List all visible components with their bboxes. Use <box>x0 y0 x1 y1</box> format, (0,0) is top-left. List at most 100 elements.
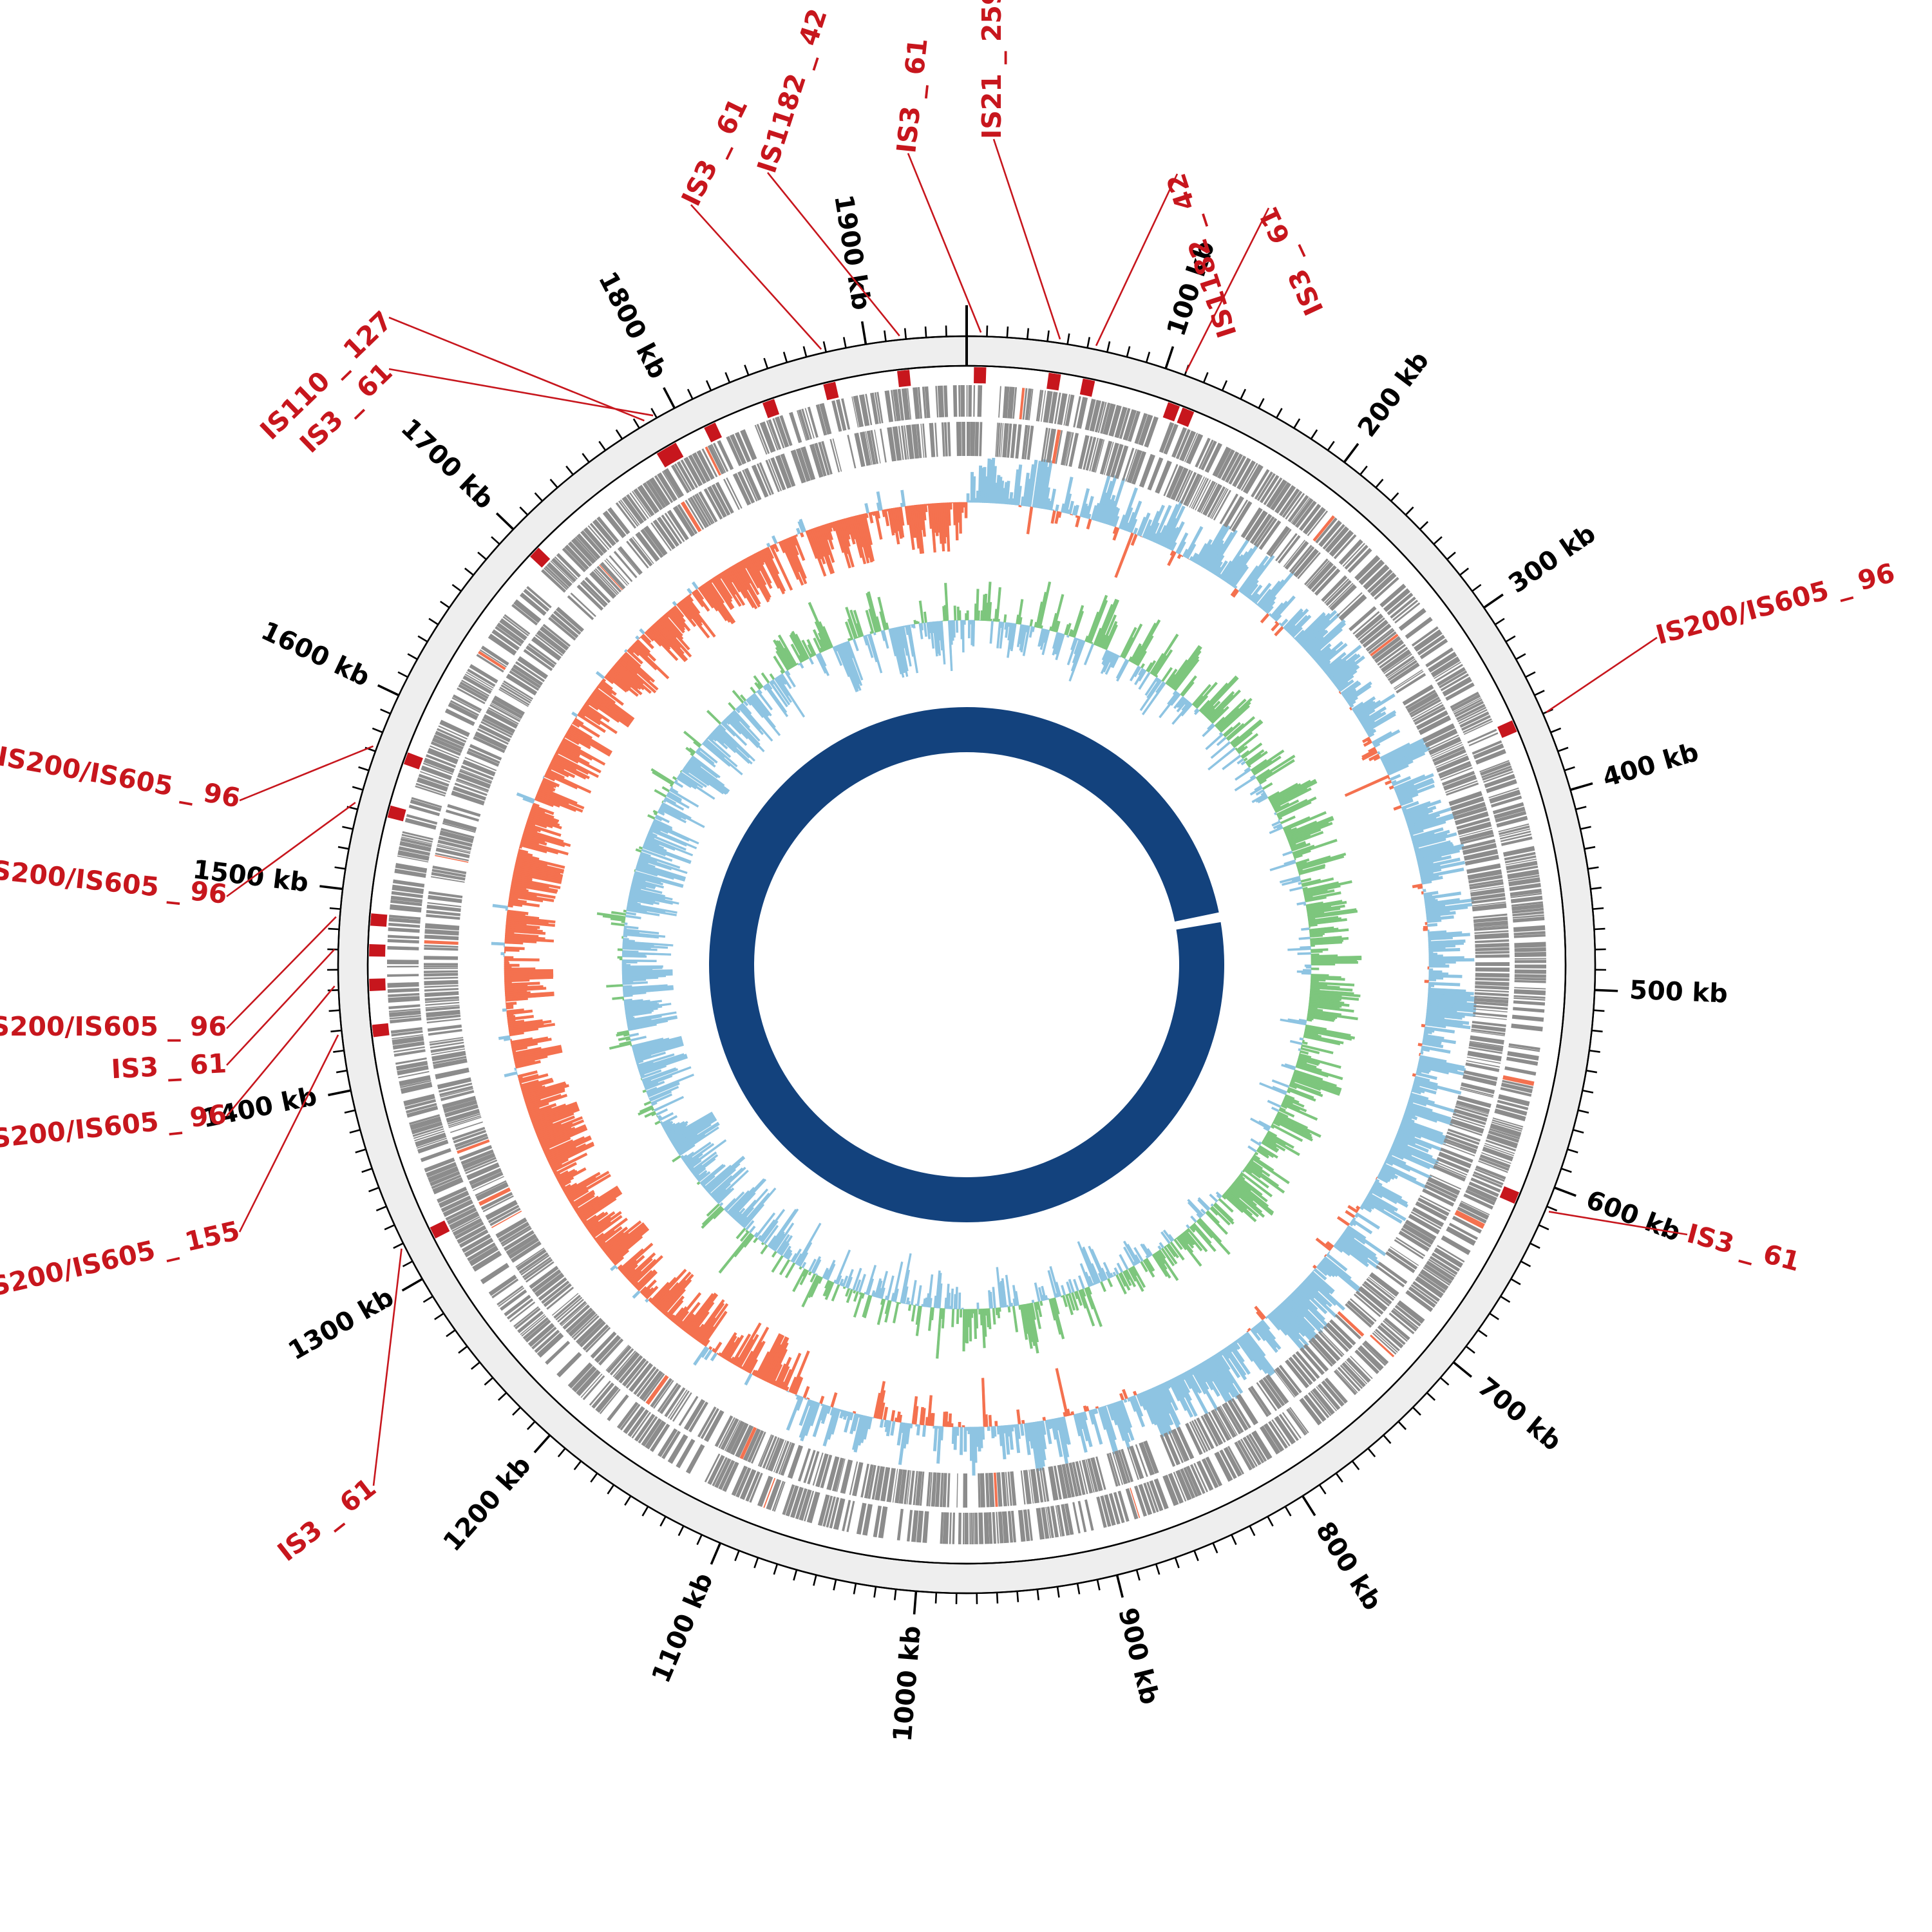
minor-tick <box>1231 1534 1237 1546</box>
cds-gene-box <box>961 422 966 457</box>
cds-gene-box <box>1282 1412 1302 1439</box>
cds-gene-box <box>1186 433 1204 465</box>
cds-gene-box <box>911 424 920 459</box>
gc-skew-bin <box>1169 645 1201 688</box>
gc-skew-bin <box>672 776 677 781</box>
is-element-marker[interactable] <box>370 913 388 927</box>
gc-skew-bin <box>728 714 765 753</box>
cds-gene-box <box>1180 471 1197 504</box>
cds-gene-box <box>500 684 531 704</box>
gc-content-bin <box>716 1352 720 1356</box>
gc-content-bin <box>1361 736 1371 743</box>
gc-content-bin <box>562 1184 572 1191</box>
cds-gene-box <box>1318 520 1342 547</box>
is-element-label[interactable]: IS21 _ 259 <box>976 0 1007 139</box>
cds-gene-box <box>410 799 442 812</box>
gc-content-bin <box>1312 1264 1317 1269</box>
is-element-marker[interactable] <box>897 370 911 388</box>
is-element-marker[interactable] <box>1499 1186 1520 1204</box>
is-element-marker[interactable] <box>369 978 386 991</box>
gc-skew-bin <box>732 710 750 729</box>
is-element-marker[interactable] <box>1162 402 1180 422</box>
cds-gene-box <box>985 1473 990 1508</box>
minor-tick <box>1258 398 1265 409</box>
cds-gene-box <box>664 513 685 542</box>
is-element-marker[interactable] <box>823 381 839 401</box>
gc-skew-bin <box>661 802 692 820</box>
is-element-label[interactable]: IS3 _ 61 <box>1253 202 1330 320</box>
is-element-label[interactable]: IS3 _ 61 <box>110 1048 227 1084</box>
is-element-marker[interactable] <box>665 442 684 463</box>
is-element-label[interactable]: IS3 _ 61 <box>1684 1218 1804 1278</box>
gc-content-bin <box>663 614 683 637</box>
cds-gene-box <box>555 607 584 632</box>
gc-skew-bin <box>923 611 927 623</box>
is-element-label[interactable]: IS200/IS605 _ 96 <box>1653 557 1898 650</box>
is-element-marker[interactable] <box>656 447 676 468</box>
cds-gene-box <box>618 546 643 574</box>
minor-tick <box>793 1569 798 1581</box>
is-element-marker[interactable] <box>704 422 723 442</box>
is-element-label[interactable]: IS3 _ 61 <box>676 93 754 211</box>
cds-gene-box <box>422 762 453 775</box>
cds-gene-box <box>1513 931 1546 936</box>
cds-gene-box <box>1143 1440 1159 1474</box>
is-element-marker[interactable] <box>387 805 406 822</box>
is-element-marker[interactable] <box>974 367 987 384</box>
gc-skew-bin <box>647 814 656 820</box>
gc-content-bin <box>1026 506 1034 535</box>
cds-gene-box <box>1488 1130 1519 1143</box>
gc-content-bin <box>569 724 593 740</box>
is-element-label[interactable]: IS200/IS605 _ 96 <box>0 1099 228 1155</box>
cds-gene-box <box>520 1255 550 1276</box>
is-element-label[interactable]: IS200/IS605 _ 96 <box>0 1011 227 1042</box>
cds-gene-box <box>1473 998 1509 1004</box>
cds-gene-box <box>1002 386 1010 419</box>
gc-skew-bin <box>817 653 830 676</box>
cds-gene-box <box>497 1285 524 1306</box>
is-element-label[interactable]: IS200/IS605 _ 96 <box>0 741 243 814</box>
cds-gene-box <box>468 748 500 764</box>
cds-gene-box <box>453 1130 487 1144</box>
is-element-marker[interactable] <box>1079 378 1095 397</box>
cds-gene-box <box>1189 1464 1206 1494</box>
is-element-label[interactable]: IS200/IS605 _ 155 <box>0 1215 243 1305</box>
minor-tick <box>344 1109 355 1114</box>
gc-content-bin <box>683 596 716 638</box>
cds-gene-box <box>1469 879 1504 887</box>
gc-content-bin <box>649 1282 670 1303</box>
cds-gene-box <box>506 1298 534 1320</box>
gc-skew-bin <box>1176 697 1186 708</box>
gc-content-bin <box>1355 1212 1381 1230</box>
cds-gene-box <box>704 1453 721 1482</box>
cds-gene-box <box>631 1412 651 1439</box>
is-element-label[interactable]: IS3 _ 61 <box>272 1472 382 1567</box>
is-element-marker[interactable] <box>1046 372 1061 391</box>
cds-gene-box <box>689 497 710 527</box>
gc-skew-bin <box>735 707 741 714</box>
cds-gene-box <box>612 1350 636 1378</box>
cds-gene-box <box>1430 742 1463 757</box>
is-element-marker[interactable] <box>1177 407 1195 427</box>
gc-skew-bin <box>680 1155 685 1159</box>
is-element-marker[interactable] <box>530 547 551 568</box>
is-element-marker[interactable] <box>403 752 423 770</box>
gc-content-bin <box>683 1293 715 1332</box>
minor-tick <box>1525 671 1536 678</box>
is-leader-group <box>225 138 1688 1486</box>
gc-skew-bin <box>661 1121 674 1128</box>
is-element-label[interactable]: IS3 _ 61 <box>891 37 933 155</box>
is-element-marker[interactable] <box>1497 720 1517 738</box>
cds-gene-box <box>696 450 715 480</box>
gc-skew-bin <box>661 786 670 793</box>
is-element-marker[interactable] <box>430 1220 450 1239</box>
is-element-marker[interactable] <box>369 944 386 957</box>
gc-skew-bin <box>724 1191 745 1212</box>
gc-skew-bin <box>757 1235 762 1240</box>
gc-skew-bin <box>992 1307 996 1325</box>
is-element-label[interactable]: IS1182 _ 42 <box>751 5 833 177</box>
is-element-marker[interactable] <box>762 399 780 419</box>
is-element-marker[interactable] <box>372 1023 390 1037</box>
gc-skew-bin <box>1133 666 1142 677</box>
gc-content-bin <box>505 991 554 998</box>
